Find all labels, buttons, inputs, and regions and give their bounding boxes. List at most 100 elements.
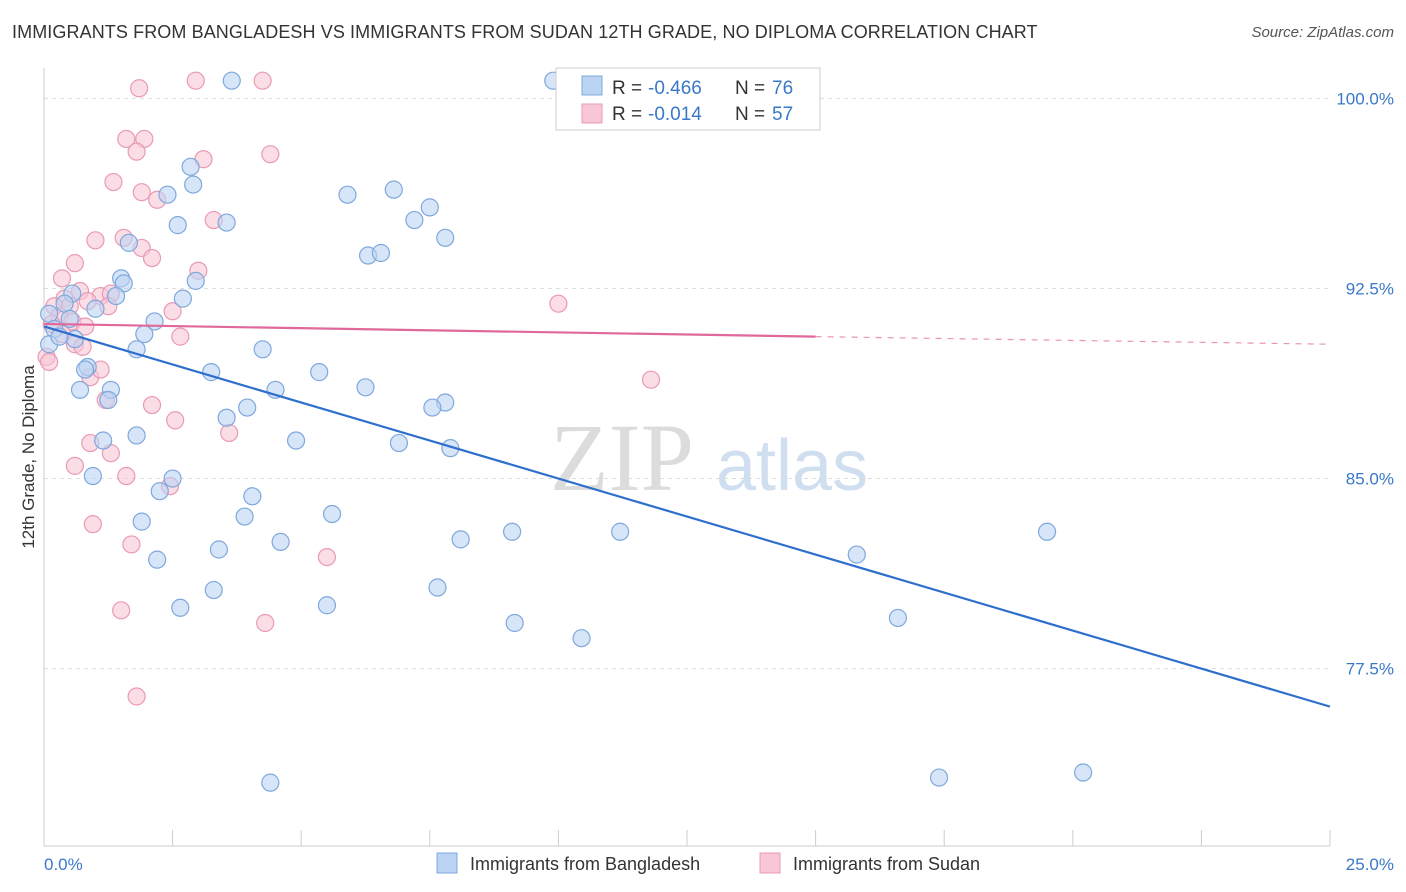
sudan-point	[86, 231, 105, 250]
bangladesh-point	[428, 578, 447, 597]
bangladesh-point	[423, 398, 442, 417]
bangladesh-point	[929, 768, 949, 787]
bangladesh-point	[168, 216, 187, 235]
y-tick-label: 85.0%	[1346, 470, 1394, 489]
sudan-point	[142, 395, 162, 415]
bangladesh-point	[119, 233, 138, 252]
sudan-point	[256, 613, 275, 633]
sudan-points	[37, 71, 661, 706]
bangladesh-point	[148, 550, 167, 569]
sudan-point	[127, 687, 146, 706]
sudan-point	[132, 183, 151, 202]
bottom-legend-pink-label: Immigrants from Sudan	[793, 854, 980, 874]
bangladesh-points	[40, 71, 1093, 792]
sudan-point	[130, 79, 149, 98]
bangladesh-point	[40, 304, 59, 323]
sudan-point	[40, 352, 59, 372]
y-tick-label: 77.5%	[1346, 660, 1394, 679]
bangladesh-point	[235, 507, 254, 526]
bangladesh-point	[132, 512, 151, 531]
bangladesh-point	[158, 185, 177, 204]
bangladesh-point	[55, 294, 74, 313]
bangladesh-point	[181, 157, 200, 176]
legend-blue-r-value: -0.466	[648, 78, 702, 99]
bangladesh-point	[217, 408, 236, 427]
sudan-point	[549, 294, 568, 313]
bangladesh-point	[1037, 522, 1057, 541]
sudan-point	[317, 548, 337, 567]
sudan-point	[117, 466, 136, 486]
watermark: ZIP atlas	[550, 404, 868, 511]
bangladesh-point	[106, 286, 126, 306]
bangladesh-point	[888, 608, 908, 628]
bottom-legend-swatch-blue	[436, 852, 458, 874]
sudan-point	[163, 302, 182, 321]
bangladesh-point	[209, 540, 228, 559]
x-tick-marks	[43, 830, 1331, 846]
bangladesh-point	[83, 466, 102, 486]
sudan-point	[117, 129, 136, 149]
sudan-point	[186, 71, 205, 90]
bangladesh-point	[271, 532, 290, 551]
sudan-point	[641, 370, 661, 389]
bangladesh-point	[451, 530, 470, 549]
y-axis-label: 12th Grade, No Diploma	[19, 365, 38, 549]
y-tick-labels: 100.0% 92.5% 85.0% 77.5%	[1336, 89, 1394, 678]
sudan-point	[171, 327, 190, 346]
sudan-point	[65, 456, 84, 475]
bottom-legend-swatch-pink	[759, 852, 781, 874]
bangladesh-point	[171, 598, 190, 617]
bangladesh-point	[389, 433, 409, 453]
sudan-point	[220, 423, 239, 443]
bangladesh-point	[317, 596, 337, 615]
sudan-point	[261, 145, 280, 164]
sudan-point	[65, 254, 84, 273]
bangladesh-point	[261, 773, 280, 792]
bangladesh-point	[1073, 763, 1093, 782]
trend-lines	[43, 322, 1331, 708]
bottom-legend-blue-label: Immigrants from Bangladesh	[470, 854, 700, 874]
sudan-trend-line	[43, 322, 816, 338]
sudan-trend-extension	[815, 336, 1331, 345]
sudan-point	[253, 71, 272, 90]
legend-swatch-pink	[581, 103, 603, 124]
bangladesh-point	[173, 289, 192, 308]
bangladesh-point	[611, 522, 630, 541]
sudan-point	[76, 317, 95, 336]
bangladesh-point	[847, 545, 866, 564]
bangladesh-point	[222, 71, 241, 90]
chart-source: Source: ZipAtlas.com	[1251, 24, 1394, 41]
bangladesh-point	[186, 271, 205, 290]
bangladesh-point	[310, 363, 329, 382]
bangladesh-point	[86, 299, 105, 318]
sudan-point	[142, 248, 162, 268]
bangladesh-point	[60, 309, 79, 328]
watermark-zip: ZIP	[550, 404, 694, 511]
bangladesh-point	[70, 380, 90, 399]
bangladesh-point	[163, 469, 182, 488]
bangladesh-point	[238, 398, 257, 417]
bangladesh-point	[505, 613, 524, 633]
legend-pink-r-value: -0.014	[648, 104, 702, 125]
bangladesh-point	[243, 487, 262, 506]
bangladesh-point	[94, 431, 113, 450]
bangladesh-point	[99, 390, 118, 410]
sudan-point	[122, 535, 141, 554]
bangladesh-point	[286, 431, 306, 450]
bangladesh-point	[76, 360, 95, 379]
bangladesh-point	[384, 180, 403, 199]
legend-pink-r-label: R =	[612, 104, 642, 125]
bangladesh-point	[405, 210, 424, 230]
bangladesh-point	[150, 482, 169, 501]
x-tick-label-max: 25.0%	[1346, 855, 1394, 874]
legend-blue-n-value: 76	[772, 78, 793, 99]
bangladesh-point	[420, 198, 439, 217]
y-tick-label: 100.0%	[1336, 89, 1394, 108]
bangladesh-point	[356, 378, 375, 397]
bangladesh-point	[322, 504, 342, 524]
bangladesh-point	[253, 340, 272, 359]
correlation-legend: R = -0.466 N = 76 R = -0.014 N = 57	[555, 67, 821, 131]
bangladesh-point	[371, 243, 391, 263]
bangladesh-point	[572, 629, 591, 648]
